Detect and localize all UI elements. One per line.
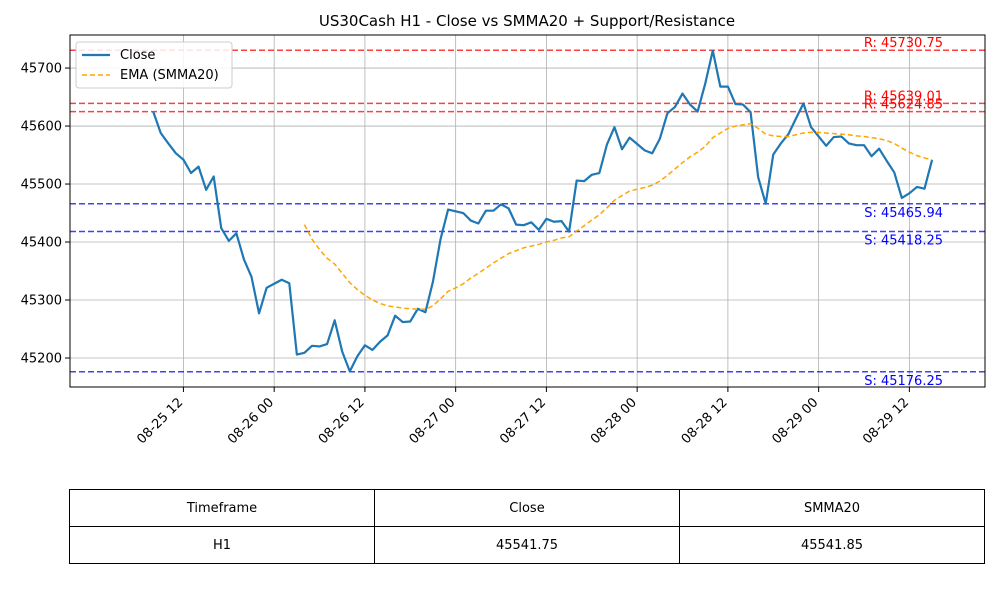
table-cell-timeframe: H1 bbox=[69, 526, 375, 564]
grid-layer bbox=[70, 35, 985, 387]
level-labels: R: 45730.75 R: 45639.01R: 45624.85 S: 4546… bbox=[864, 36, 943, 389]
x-tick-label: 08-29 12 bbox=[860, 395, 912, 447]
legend-label-smma: EMA (SMMA20) bbox=[120, 68, 219, 83]
resistance-level-label: R: 45639.01 bbox=[864, 89, 943, 104]
legend: Close EMA (SMMA20) bbox=[75, 41, 233, 89]
series-layer bbox=[152, 49, 934, 373]
table-header-cell: SMMA20 bbox=[679, 489, 985, 527]
close-series-line bbox=[152, 49, 934, 373]
y-axis: 45200 45300 45400 45500 45600 45700 bbox=[21, 62, 70, 367]
support-level-label: S: 45418.25 bbox=[864, 233, 943, 248]
y-tick-label: 45600 bbox=[21, 120, 62, 135]
chart-title: US30Cash H1 - Close vs SMMA20 + Support/… bbox=[319, 12, 735, 30]
y-tick-label: 45300 bbox=[21, 294, 62, 309]
x-tick-label: 08-26 00 bbox=[225, 395, 277, 447]
plot-area bbox=[70, 35, 985, 387]
y-tick-label: 45200 bbox=[21, 352, 62, 367]
legend-box bbox=[75, 41, 233, 89]
table-row: H1 45541.75 45541.85 bbox=[69, 526, 985, 564]
x-tick-label: 08-27 12 bbox=[497, 395, 549, 447]
y-tick-label: 45700 bbox=[21, 62, 62, 77]
chart: US30Cash H1 - Close vs SMMA20 + Support/… bbox=[21, 12, 986, 447]
x-tick-label: 08-27 00 bbox=[407, 395, 459, 447]
table-cell-close: 45541.75 bbox=[374, 526, 680, 564]
table-cell-smma20: 45541.85 bbox=[679, 526, 985, 564]
table-header-cell: Timeframe bbox=[69, 489, 375, 527]
x-axis: 08-25 12 08-26 00 08-26 12 08-27 00 08-27 12… bbox=[134, 387, 912, 447]
y-tick-label: 45500 bbox=[21, 178, 62, 193]
table-header-row: Timeframe Close SMMA20 bbox=[69, 489, 985, 527]
legend-label-close: Close bbox=[120, 48, 155, 63]
x-tick-label: 08-29 00 bbox=[770, 395, 822, 447]
resistance-level-label: R: 45730.75 bbox=[864, 36, 943, 51]
x-tick-label: 08-25 12 bbox=[134, 395, 186, 447]
summary-table: Timeframe Close SMMA20 H1 45541.75 45541… bbox=[69, 489, 985, 564]
support-level-label: S: 45176.25 bbox=[864, 374, 943, 389]
support-level-label: S: 45465.94 bbox=[864, 206, 943, 221]
smma20-series-line bbox=[303, 122, 933, 311]
x-tick-label: 08-28 12 bbox=[679, 395, 731, 447]
x-tick-label: 08-26 12 bbox=[316, 395, 368, 447]
y-tick-label: 45400 bbox=[21, 236, 62, 251]
x-tick-label: 08-28 00 bbox=[588, 395, 640, 447]
plot-frame bbox=[69, 34, 986, 388]
table-header-cell: Close bbox=[374, 489, 680, 527]
resistance-level-label: R: 45624.85 bbox=[864, 98, 943, 113]
